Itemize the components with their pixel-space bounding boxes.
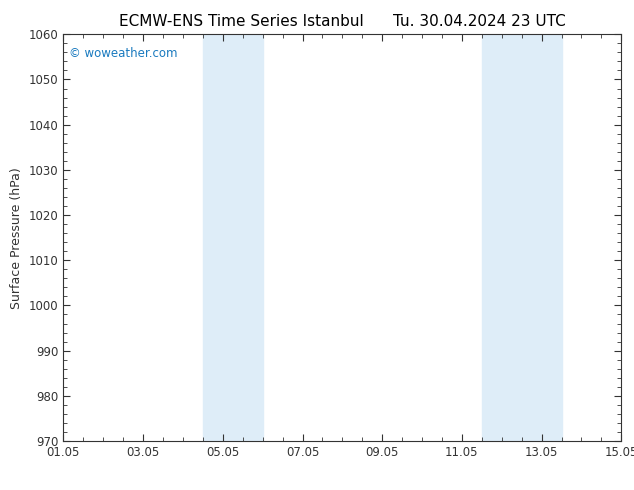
Bar <box>203 34 262 441</box>
Y-axis label: Surface Pressure (hPa): Surface Pressure (hPa) <box>10 167 23 309</box>
Text: © woweather.com: © woweather.com <box>69 47 178 59</box>
Title: ECMW-ENS Time Series Istanbul      Tu. 30.04.2024 23 UTC: ECMW-ENS Time Series Istanbul Tu. 30.04.… <box>119 14 566 29</box>
Bar <box>482 34 562 441</box>
